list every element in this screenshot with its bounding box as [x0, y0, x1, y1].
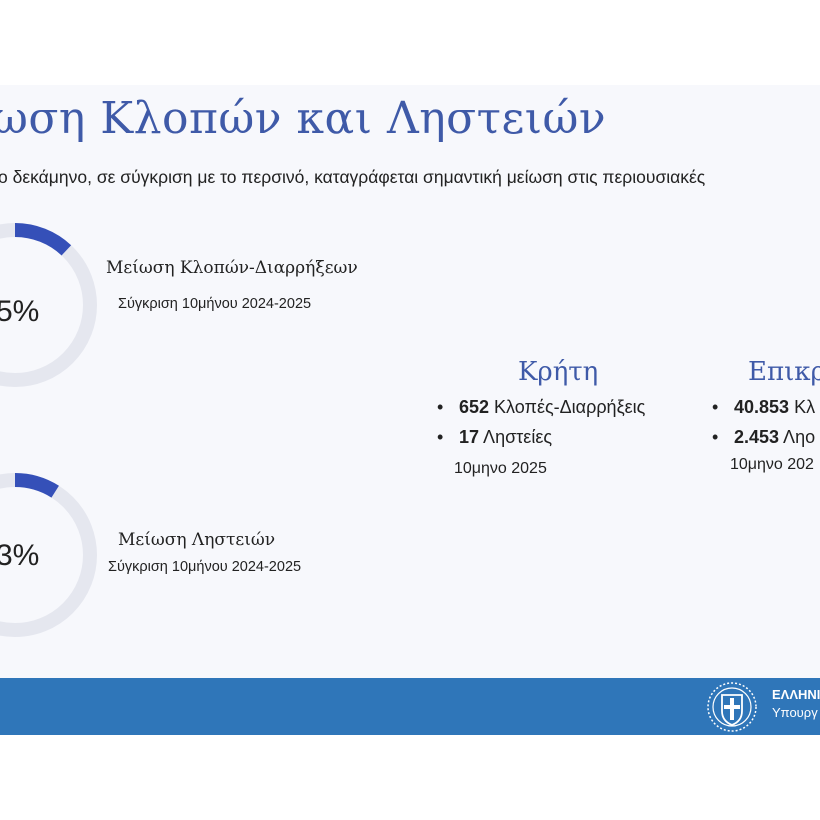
greek-coat-of-arms-icon — [707, 682, 757, 732]
region-title-crete: Κρήτη — [518, 357, 599, 387]
territory-robberies-text: Ληο — [779, 427, 816, 447]
ring-progress-arc — [0, 223, 97, 387]
crete-period: 10μηνο 2025 — [454, 460, 547, 477]
burglary-reduction-label: Μείωση Κλοπών-Διαρρήξεων — [106, 258, 358, 278]
crete-burglaries-item: • 652 Κλοπές-Διαρρήξεις — [437, 397, 645, 418]
slide-title: ωση Κλοπών και Ληστειών — [0, 93, 607, 144]
territory-robberies-item: • 2.453 Ληο — [712, 427, 815, 448]
robbery-reduction-ring — [0, 473, 97, 637]
presentation-slide: ωση Κλοπών και Ληστειών ο δεκάμηνο, σε σ… — [0, 85, 820, 735]
crete-burglaries-count: 652 — [459, 397, 490, 417]
robbery-reduction-comparison: Σύγκριση 10μήνου 2024-2025 — [108, 559, 302, 575]
territory-period: 10μηνο 202 — [730, 456, 814, 473]
territory-burglaries-count: 40.853 — [734, 397, 790, 417]
robbery-reduction-label: Μείωση Ληστειών — [118, 530, 276, 550]
burglary-reduction-percent: 5% — [0, 295, 40, 328]
crete-robberies-text: Ληστείες — [479, 427, 553, 447]
footer-bar: ΕΛΛΗΝΙ Υπουργ — [0, 678, 820, 735]
footer-ministry: Υπουργ — [772, 705, 818, 720]
region-title-territory: Επικρ — [748, 357, 820, 387]
robbery-reduction-percent: 3% — [0, 539, 40, 572]
ring-progress-arc — [0, 473, 97, 637]
crete-robberies-count: 17 — [459, 427, 480, 447]
territory-burglaries-text: Κλ — [789, 397, 816, 417]
territory-burglaries-item: • 40.853 Κλ — [712, 397, 815, 418]
burglary-reduction-ring — [0, 223, 97, 387]
burglary-reduction-comparison: Σύγκριση 10μήνου 2024-2025 — [118, 296, 312, 312]
crete-robberies-item: • 17 Ληστείες — [437, 427, 552, 448]
bullet-dot: • — [437, 427, 444, 447]
bullet-dot: • — [437, 397, 444, 417]
slide-subtitle: ο δεκάμηνο, σε σύγκριση με το περσινό, κ… — [0, 167, 706, 187]
bullet-dot: • — [712, 397, 719, 417]
bullet-dot: • — [712, 427, 719, 447]
footer-organization: ΕΛΛΗΝΙ — [772, 687, 820, 702]
crete-burglaries-text: Κλοπές-Διαρρήξεις — [489, 397, 646, 417]
territory-robberies-count: 2.453 — [734, 427, 780, 447]
